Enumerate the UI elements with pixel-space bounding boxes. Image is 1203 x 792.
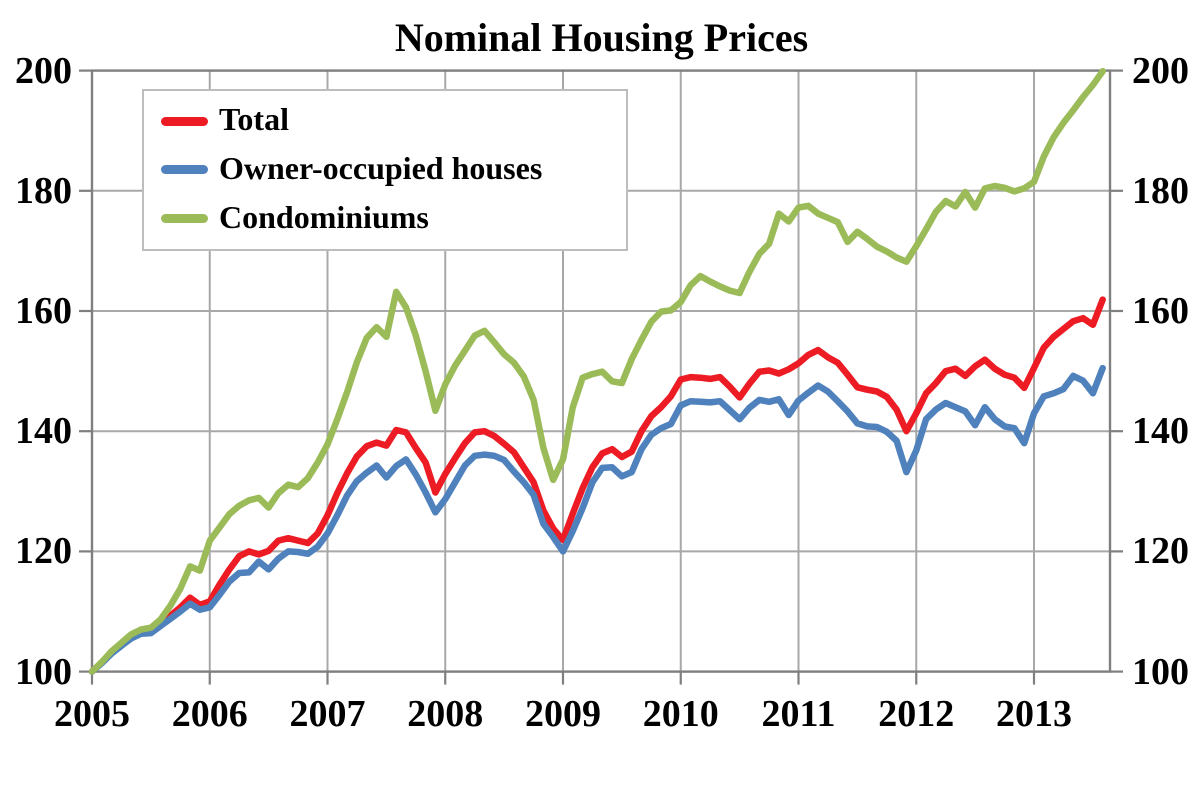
y-axis-label-left-160: 160 — [15, 290, 72, 332]
legend-item-condominiums: Condominiums — [161, 201, 626, 237]
legend-label-total: Total — [219, 101, 289, 138]
x-axis-label-2013: 2013 — [996, 693, 1072, 735]
chart-title: Nominal Housing Prices — [394, 15, 809, 60]
x-axis-label-2012: 2012 — [878, 693, 955, 735]
y-axis-label-left-200: 200 — [15, 49, 72, 92]
x-axis-label-2008: 2008 — [407, 693, 484, 735]
y-axis-label-left-180: 180 — [15, 169, 72, 212]
legend: Total Owner-occupied houses Condominiums — [142, 89, 628, 251]
legend-swatch-total — [161, 116, 208, 126]
legend-swatch-condominiums — [161, 214, 208, 224]
y-axis-label-right-180: 180 — [1132, 169, 1189, 212]
y-axis-label-right-100: 100 — [1132, 650, 1189, 693]
y-axis-label-left-120: 120 — [15, 530, 72, 573]
legend-label-owner-occupied: Owner-occupied houses — [219, 149, 543, 186]
x-axis-label-2011: 2011 — [761, 693, 836, 735]
y-axis-label-right-120: 120 — [1132, 530, 1189, 573]
series-line-condominiums — [88, 67, 1106, 675]
y-axis-label-left-100: 100 — [15, 650, 72, 693]
x-axis-label-2009: 2009 — [525, 693, 601, 735]
legend-swatch-owner-occupied — [161, 165, 208, 175]
x-axis-label-2007: 2007 — [289, 693, 366, 735]
x-axis-label-2010: 2010 — [642, 693, 719, 735]
legend-label-condominiums: Condominiums — [219, 198, 429, 235]
y-axis-label-right-200: 200 — [1132, 49, 1189, 92]
y-axis-label-right-140: 140 — [1132, 410, 1189, 453]
y-axis-label-left-140: 140 — [15, 410, 72, 453]
x-axis-label-2006: 2006 — [171, 693, 248, 735]
y-axis-label-right-160: 160 — [1132, 290, 1189, 332]
legend-item-owner-occupied: Owner-occupied houses — [161, 152, 626, 188]
series-line-total — [88, 296, 1106, 675]
plot-frame — [90, 69, 1112, 673]
series-line-owner-occupied-houses — [88, 364, 1106, 675]
legend-item-total: Total — [161, 103, 626, 139]
x-axis-label-2005: 2005 — [54, 693, 130, 735]
